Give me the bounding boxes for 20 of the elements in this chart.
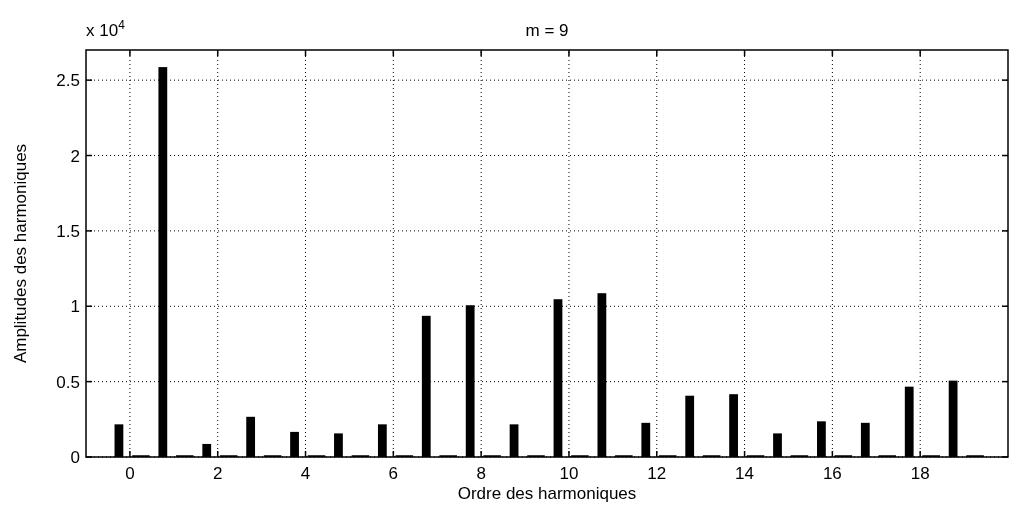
text: x 10$^{4}$	[86, 18, 126, 40]
y-tick-label: 0.5	[56, 372, 80, 392]
y-axis-title: Amplitudes des harmoniques	[11, 143, 30, 364]
x-tick-label: 12	[647, 464, 667, 483]
x-tick-label: 0	[125, 464, 135, 483]
y-tick-label: 0	[70, 448, 80, 467]
x-tick-label: 16	[822, 464, 842, 483]
x-tick-label: 10	[559, 464, 579, 483]
x-tick-label: 4	[300, 464, 311, 483]
chart-title: m = 9	[525, 21, 569, 40]
x-tick-label: 8	[476, 464, 486, 483]
y-tick-label: 1	[70, 297, 80, 317]
x-tick-label: 2	[212, 464, 223, 483]
y-tick-label: 2.5	[56, 71, 80, 91]
x-axis-title: Ordre des harmoniques	[457, 484, 637, 503]
x-tick-label: 6	[388, 464, 399, 483]
y-tick-label: 1.5	[56, 221, 80, 241]
x-tick-label: 14	[735, 464, 755, 483]
x-tick-label: 18	[910, 464, 930, 483]
y-tick-label: 2	[70, 146, 80, 166]
